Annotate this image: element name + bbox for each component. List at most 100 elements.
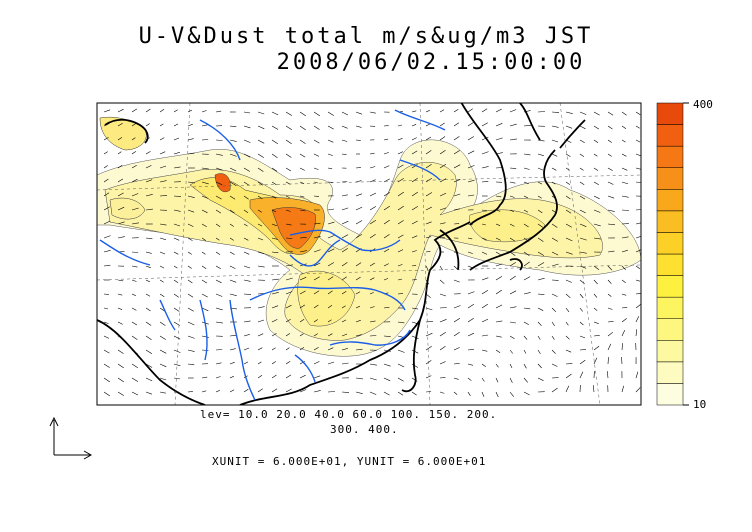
wind-vector [187, 181, 195, 184]
wind-vector [215, 251, 221, 255]
wind-vector [439, 192, 447, 197]
wind-vector [173, 137, 180, 141]
wind-vector [355, 276, 361, 281]
wind-vector [509, 363, 513, 369]
wind-vector [173, 307, 180, 312]
wind-vector [215, 139, 223, 141]
wind-vector [481, 223, 486, 226]
wind-vector [523, 335, 528, 340]
wind-vector [593, 307, 598, 311]
wind-vector [509, 377, 513, 383]
wind-vector [579, 139, 585, 144]
wind-vector [327, 153, 333, 156]
wind-vector [369, 233, 376, 239]
wind-vector [635, 292, 641, 295]
wind-vector [299, 374, 306, 379]
wind-vector [159, 137, 165, 141]
wind-vector [523, 349, 527, 354]
wind-vector [607, 371, 609, 379]
wind-vector [341, 276, 347, 281]
wind-vector [467, 348, 474, 351]
wind-vector [509, 123, 517, 127]
wind-vector [453, 317, 461, 323]
wind-vector [635, 153, 641, 157]
wind-vector [495, 137, 503, 141]
wind-vector [593, 265, 600, 270]
wind-vector [523, 223, 529, 228]
wind-vector [397, 278, 403, 281]
wind-vector [355, 391, 363, 394]
wind-vector [397, 349, 405, 353]
wind-vector [145, 391, 153, 395]
wind-vector [355, 111, 363, 115]
wind-vector [201, 139, 209, 141]
wind-vector [271, 292, 279, 295]
wind-vector [327, 208, 335, 211]
wind-vector [159, 151, 166, 155]
wind-vector [131, 293, 136, 296]
wind-vector [117, 108, 124, 113]
wind-vector [537, 195, 542, 199]
wind-vector [621, 125, 627, 129]
wind-vector [103, 192, 110, 197]
wind-vector [453, 279, 460, 283]
wind-vector [537, 377, 544, 381]
wind-vector [439, 150, 446, 155]
wind-vector [173, 279, 179, 283]
wind-vector [299, 167, 305, 171]
wind-vector [243, 125, 251, 129]
wind-vector [397, 321, 405, 324]
wind-vector [481, 318, 489, 323]
wind-vector [607, 265, 613, 271]
wind-vector [439, 279, 445, 284]
wind-vector [131, 321, 138, 326]
wind-vector [467, 179, 475, 183]
wind-vector [117, 307, 123, 310]
wind-vector [215, 181, 223, 186]
wind-vector [397, 234, 404, 239]
wind-vector [621, 356, 623, 365]
wind-vector [117, 221, 125, 225]
wind-vector [453, 193, 461, 197]
wind-vector [495, 276, 503, 281]
wind-vector [243, 195, 249, 200]
wind-vector [411, 220, 418, 225]
wind-vector [327, 290, 333, 295]
wind-vector [383, 192, 390, 197]
wind-vector [439, 331, 446, 337]
wind-vector [579, 251, 587, 254]
wind-vector [383, 263, 389, 267]
wind-vector [593, 223, 601, 227]
wind-vector [159, 377, 167, 381]
wind-vector [537, 293, 545, 295]
wind-vector [453, 136, 460, 141]
colorbar-segment [656, 275, 684, 298]
wind-vector [621, 195, 629, 198]
wind-vector [313, 361, 320, 365]
wind-vector [327, 391, 336, 393]
wind-vector [285, 237, 293, 239]
wind-vector [397, 293, 404, 295]
wind-vector [635, 181, 641, 184]
wind-vector [187, 279, 193, 284]
wind-vector [313, 195, 320, 197]
wind-vector [397, 377, 404, 382]
wind-vector [565, 237, 573, 242]
wind-vector [271, 319, 278, 323]
wind-vector [495, 108, 502, 113]
wind-vector [495, 195, 502, 198]
wind-vector [397, 363, 405, 368]
wind-vector [215, 321, 223, 324]
wind-vector [523, 276, 531, 281]
wind-vector [229, 167, 237, 172]
wind-vector [229, 125, 237, 128]
wind-vector [607, 307, 613, 310]
wind-vector [635, 279, 640, 282]
wind-vector [509, 290, 517, 295]
wind-vector [229, 375, 234, 379]
wind-vector [341, 234, 349, 239]
wind-vector [509, 275, 516, 281]
wind-vector [397, 151, 404, 155]
wind-vector [425, 221, 432, 225]
wind-vector [495, 320, 503, 323]
